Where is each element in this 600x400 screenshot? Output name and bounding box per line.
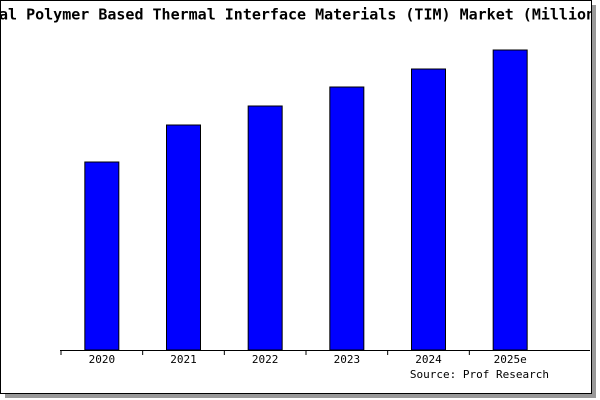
bar [411, 68, 446, 351]
x-tick-label: 2024 [415, 353, 442, 366]
bar [166, 124, 201, 351]
bar [329, 86, 365, 351]
x-tick-label: 2022 [252, 353, 279, 366]
x-tick-label: 2020 [89, 353, 116, 366]
x-tick-label: 2025e [494, 353, 527, 366]
title-group: al Polymer Based Thermal Interface Mater… [0, 6, 595, 24]
x-tick-label: 2021 [170, 353, 197, 366]
x-tick-label: 2023 [334, 353, 361, 366]
source: Source: Prof Research [410, 368, 549, 381]
bar [492, 49, 528, 351]
bar [247, 105, 283, 351]
chart-title: al Polymer Based Thermal Interface Mater… [0, 6, 595, 24]
bar [84, 161, 120, 351]
